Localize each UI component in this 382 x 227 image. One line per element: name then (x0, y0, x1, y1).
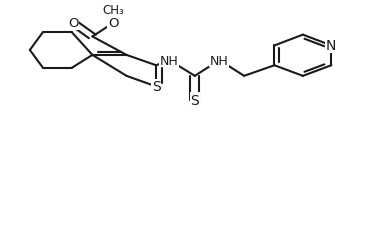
Text: O: O (68, 17, 79, 30)
Text: NH: NH (160, 54, 179, 67)
Text: N: N (326, 39, 337, 53)
Text: O: O (108, 17, 118, 30)
Text: CH₃: CH₃ (102, 4, 124, 17)
Text: S: S (152, 80, 160, 94)
Text: S: S (190, 94, 199, 107)
Text: NH: NH (210, 54, 229, 67)
